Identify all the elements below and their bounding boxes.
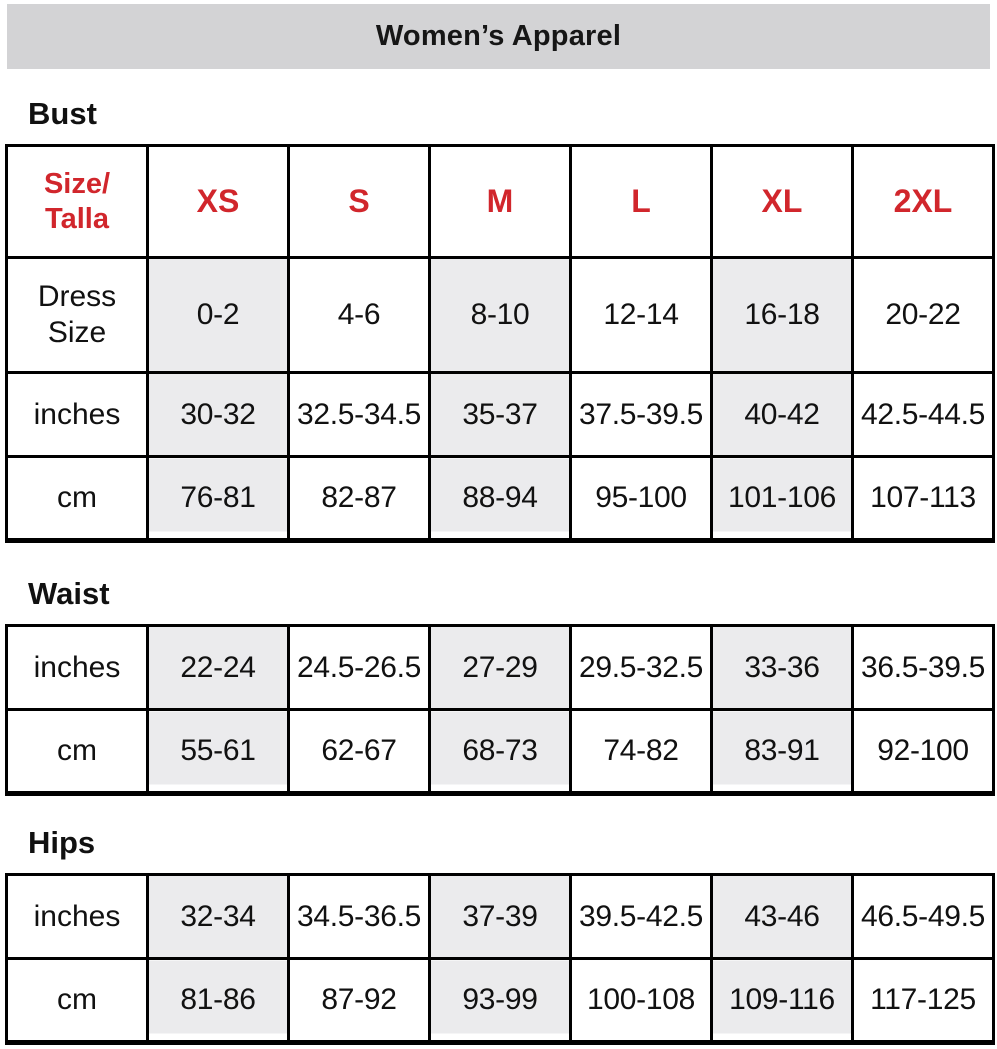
- table-row-cm: cm 76-81 82-87 88-94 95-100 101-106 107-…: [5, 455, 995, 543]
- table-row-cm: cm 81-86 87-92 93-99 100-108 109-116 117…: [5, 957, 995, 1045]
- row-label: inches: [5, 371, 149, 458]
- size-cell: 37-39: [428, 873, 572, 960]
- size-header-row: Size/ Talla XS S M L XL 2XL: [5, 144, 995, 259]
- size-cell: 4-6: [287, 256, 431, 374]
- table-row-inches: inches 32-34 34.5-36.5 37-39 39.5-42.5 4…: [5, 873, 995, 960]
- size-cell: 40-42: [710, 371, 854, 458]
- row-label: cm: [5, 708, 149, 796]
- size-cell: 32.5-34.5: [287, 371, 431, 458]
- size-cell: 32-34: [146, 873, 290, 960]
- size-cell: 36.5-39.5: [851, 624, 995, 711]
- size-cell: 93-99: [428, 957, 572, 1045]
- title-bar: Women’s Apparel: [7, 4, 990, 69]
- size-cell: 92-100: [851, 708, 995, 796]
- table-row-cm: cm 55-61 62-67 68-73 74-82 83-91 92-100: [5, 708, 995, 796]
- size-cell: 30-32: [146, 371, 290, 458]
- size-cell: 33-36: [710, 624, 854, 711]
- size-header-2xl: 2XL: [851, 144, 995, 259]
- size-cell: 55-61: [146, 708, 290, 796]
- waist-table: inches 22-24 24.5-26.5 27-29 29.5-32.5 3…: [5, 624, 995, 796]
- size-cell: 87-92: [287, 957, 431, 1045]
- page-title: Women’s Apparel: [375, 20, 622, 52]
- size-cell: 117-125: [851, 957, 995, 1045]
- size-cell: 34.5-36.5: [287, 873, 431, 960]
- size-cell: 81-86: [146, 957, 290, 1045]
- size-cell: 8-10: [428, 256, 572, 374]
- section-heading-hips: Hips: [28, 825, 96, 860]
- size-cell: 16-18: [710, 256, 854, 374]
- row-label: cm: [5, 957, 149, 1045]
- section-heading-bust: Bust: [28, 96, 97, 131]
- bust-table: Size/ Talla XS S M L XL 2XL Dress Size 0…: [5, 144, 995, 543]
- size-cell: 39.5-42.5: [569, 873, 713, 960]
- size-cell: 24.5-26.5: [287, 624, 431, 711]
- size-header-m: M: [428, 144, 572, 259]
- row-label: inches: [5, 873, 149, 960]
- size-cell: 12-14: [569, 256, 713, 374]
- size-cell: 0-2: [146, 256, 290, 374]
- table-row-inches: inches 30-32 32.5-34.5 35-37 37.5-39.5 4…: [5, 371, 995, 458]
- row-label: cm: [5, 455, 149, 543]
- size-cell: 100-108: [569, 957, 713, 1045]
- size-cell: 95-100: [569, 455, 713, 543]
- size-header-xl: XL: [710, 144, 854, 259]
- size-cell: 35-37: [428, 371, 572, 458]
- size-cell: 107-113: [851, 455, 995, 543]
- row-label: inches: [5, 624, 149, 711]
- size-cell: 22-24: [146, 624, 290, 711]
- size-cell: 62-67: [287, 708, 431, 796]
- size-cell: 88-94: [428, 455, 572, 543]
- table-row-dress-size: Dress Size 0-2 4-6 8-10 12-14 16-18 20-2…: [5, 256, 995, 374]
- size-cell: 42.5-44.5: [851, 371, 995, 458]
- size-cell: 76-81: [146, 455, 290, 543]
- size-cell: 37.5-39.5: [569, 371, 713, 458]
- size-cell: 46.5-49.5: [851, 873, 995, 960]
- size-cell: 101-106: [710, 455, 854, 543]
- corner-label-size-talla: Size/ Talla: [5, 144, 149, 259]
- size-cell: 20-22: [851, 256, 995, 374]
- section-heading-waist: Waist: [28, 576, 110, 611]
- size-header-xs: XS: [146, 144, 290, 259]
- size-cell: 68-73: [428, 708, 572, 796]
- size-cell: 29.5-32.5: [569, 624, 713, 711]
- table-row-inches: inches 22-24 24.5-26.5 27-29 29.5-32.5 3…: [5, 624, 995, 711]
- size-cell: 109-116: [710, 957, 854, 1045]
- row-label: Dress Size: [5, 256, 149, 374]
- size-cell: 74-82: [569, 708, 713, 796]
- size-cell: 83-91: [710, 708, 854, 796]
- size-header-s: S: [287, 144, 431, 259]
- size-cell: 82-87: [287, 455, 431, 543]
- size-cell: 43-46: [710, 873, 854, 960]
- hips-table: inches 32-34 34.5-36.5 37-39 39.5-42.5 4…: [5, 873, 995, 1045]
- size-cell: 27-29: [428, 624, 572, 711]
- size-header-l: L: [569, 144, 713, 259]
